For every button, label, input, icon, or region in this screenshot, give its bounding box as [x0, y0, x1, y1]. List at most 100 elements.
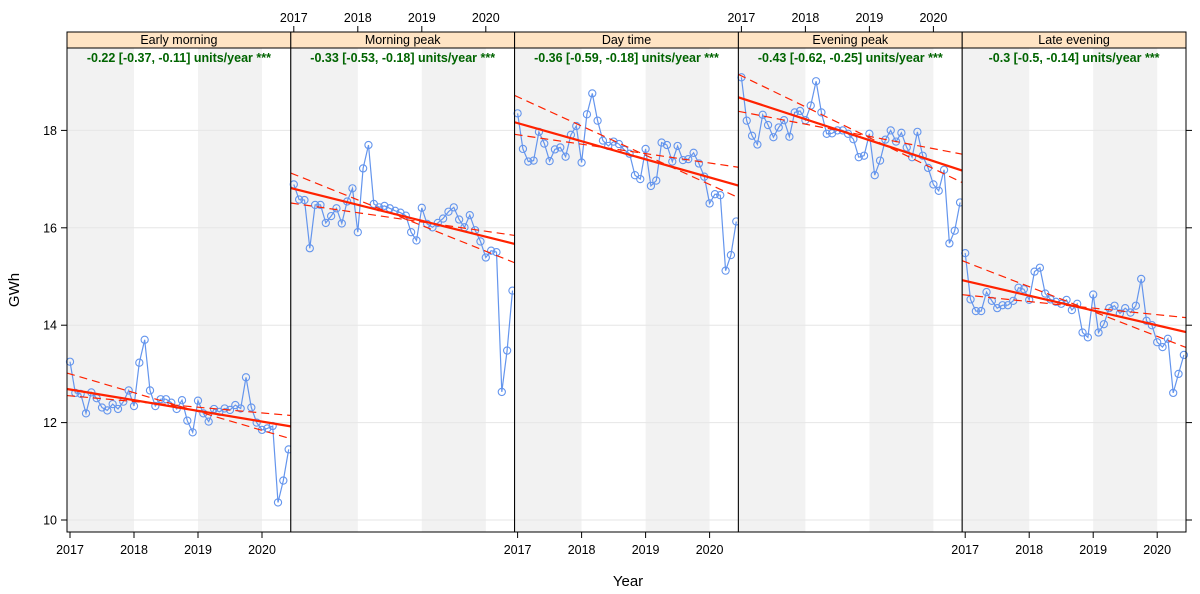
data-point: [529, 156, 538, 165]
data-point: [279, 476, 288, 485]
data-point: [294, 195, 304, 204]
data-point: [476, 237, 485, 246]
x-tick-label: 2018: [791, 11, 819, 25]
data-point: [572, 121, 581, 131]
data-point: [763, 120, 773, 130]
x-tick-label: 2020: [696, 543, 724, 557]
data-point: [636, 174, 645, 184]
y-axis-label: GWh: [6, 273, 23, 307]
x-tick-label: 2019: [184, 543, 212, 557]
data-point: [811, 77, 821, 86]
panels: Early morning -0.22 [-0.37, -0.11] units/…: [43, 11, 1192, 557]
data-point: [929, 180, 938, 189]
x-tick-label: 2020: [248, 543, 276, 557]
data-point: [716, 191, 725, 200]
data-point: [353, 228, 362, 237]
data-point: [348, 184, 357, 193]
year-band: [67, 48, 134, 532]
data-point: [758, 110, 767, 119]
data-point: [689, 148, 698, 157]
x-tick-label: 2017: [727, 11, 755, 25]
panel-morning-peak: Morning peak -0.33 [-0.53, -0.18] units/y…: [280, 11, 517, 533]
data-point: [1089, 290, 1098, 299]
data-point: [1094, 328, 1103, 337]
data-point: [785, 132, 794, 141]
data-point: [1014, 283, 1023, 292]
trend-line: [66, 387, 291, 428]
data-point: [465, 210, 474, 220]
data-point: [497, 387, 506, 397]
data-point: [273, 498, 283, 507]
data-point: [321, 218, 330, 228]
data-point: [444, 207, 453, 216]
data-point: [646, 181, 656, 191]
data-point: [1041, 289, 1050, 298]
data-point: [1131, 301, 1141, 310]
data-point: [513, 109, 522, 118]
data-point: [252, 418, 261, 427]
data-point: [1105, 304, 1114, 313]
data-point: [454, 215, 464, 224]
data-point: [177, 396, 187, 405]
data-point: [1083, 333, 1093, 342]
data-point: [305, 244, 314, 253]
x-tick-label: 2020: [919, 11, 947, 25]
data-point: [747, 131, 757, 140]
data-point: [779, 116, 789, 125]
data-point: [310, 200, 320, 210]
data-point: [135, 358, 144, 367]
data-point: [726, 250, 736, 260]
data-point: [145, 386, 155, 395]
year-band: [198, 48, 262, 532]
data-point: [220, 404, 229, 413]
trend-annotation: -0.22 [-0.37, -0.11] units/year ***: [87, 51, 271, 65]
x-tick-label: 2019: [855, 11, 883, 25]
data-point: [241, 373, 251, 382]
data-point: [934, 186, 943, 195]
data-point: [300, 195, 309, 205]
y-tick-label: 10: [43, 514, 57, 528]
data-point: [1163, 334, 1173, 343]
data-point: [316, 200, 325, 210]
data-point: [103, 406, 112, 415]
ci-line-upper: [290, 172, 515, 264]
x-tick-label: 2018: [1015, 543, 1043, 557]
year-band: [514, 48, 582, 532]
data-point: [630, 171, 640, 180]
trend-annotation: -0.3 [-0.5, -0.14] units/year ***: [989, 51, 1160, 65]
y-tick-label: 18: [43, 124, 57, 138]
strip-label: Early morning: [140, 33, 217, 47]
year-band: [1093, 48, 1158, 532]
data-point: [247, 403, 256, 412]
year-band: [290, 48, 358, 532]
data-point: [540, 139, 549, 148]
x-tick-label: 2019: [1079, 543, 1107, 557]
data-point: [1153, 338, 1162, 347]
data-point: [1137, 274, 1146, 284]
data-point: [966, 295, 975, 304]
data-point: [998, 301, 1007, 310]
data-point: [113, 404, 123, 414]
data-point: [577, 158, 586, 167]
data-point: [753, 140, 762, 149]
series-line: [69, 339, 290, 503]
x-tick-label: 2017: [504, 543, 532, 557]
data-point: [1003, 301, 1013, 310]
data-point: [326, 211, 336, 221]
data-point: [1174, 369, 1183, 379]
data-point: [358, 164, 368, 173]
data-point: [364, 140, 373, 150]
data-point: [502, 346, 512, 355]
data-point: [518, 144, 528, 154]
x-tick-label: 2017: [280, 11, 308, 25]
y-tick-label: 12: [43, 416, 57, 430]
data-point: [524, 157, 533, 166]
data-point: [971, 306, 981, 316]
year-band: [869, 48, 934, 532]
y-tick-label: 16: [43, 221, 57, 235]
trend-line: [961, 279, 1187, 334]
data-point: [188, 428, 197, 437]
trend-line: [290, 187, 515, 245]
x-tick-label: 2019: [408, 11, 436, 25]
strip-label: Late evening: [1038, 33, 1110, 47]
